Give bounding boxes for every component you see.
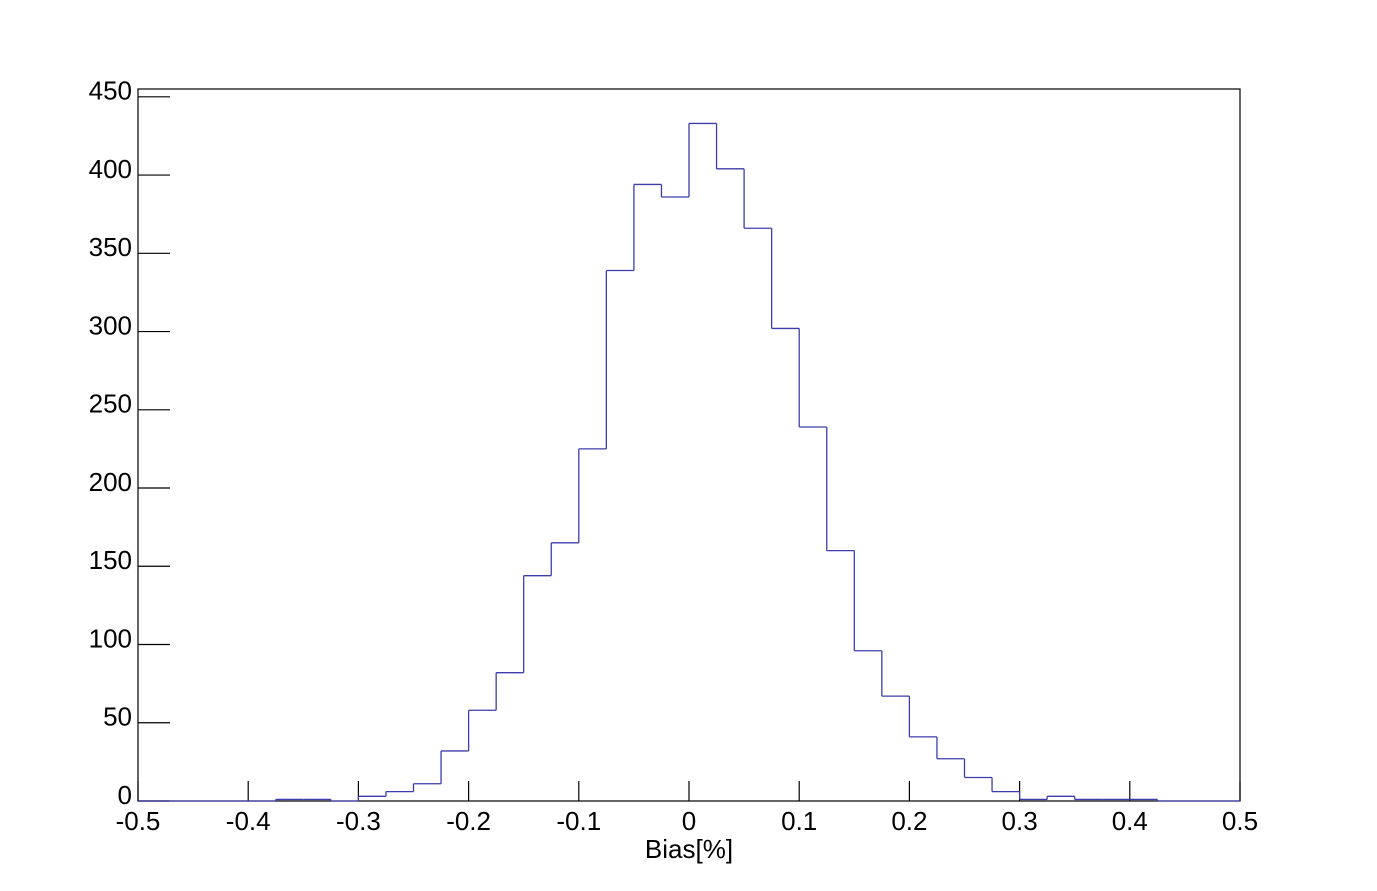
x-tick-label: -0.2 [446,806,491,836]
x-tick-label: 0.4 [1112,806,1148,836]
y-tick-label: 50 [103,702,132,732]
x-tick-label: 0.2 [891,806,927,836]
x-tick-label: -0.4 [226,806,271,836]
x-tick-label: 0.3 [1002,806,1038,836]
x-tick-label: 0.1 [781,806,817,836]
x-tick-label: 0 [682,806,696,836]
y-tick-label: 300 [89,310,132,340]
x-axis-title: Bias[%] [645,834,733,864]
y-tick-label: 200 [89,467,132,497]
y-tick-label: 150 [89,545,132,575]
x-tick-label: 0.5 [1222,806,1258,836]
x-tick-label: -0.5 [116,806,161,836]
y-tick-label: 250 [89,389,132,419]
y-tick-label: 350 [89,232,132,262]
x-tick-label: -0.3 [336,806,381,836]
y-tick-label: 400 [89,154,132,184]
y-tick-label: 450 [89,76,132,106]
y-tick-label: 0 [118,780,132,810]
x-tick-label: -0.1 [556,806,601,836]
y-tick-label: 100 [89,623,132,653]
